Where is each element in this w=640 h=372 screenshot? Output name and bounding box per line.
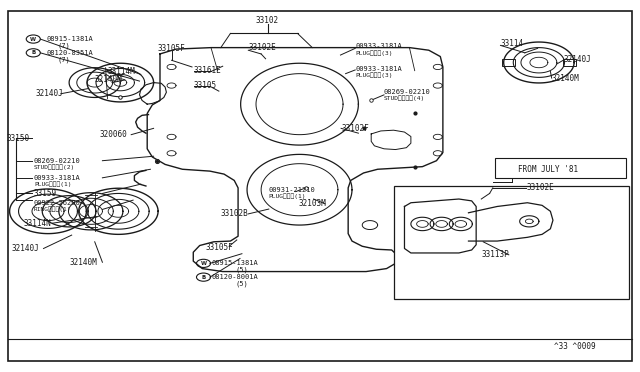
Text: (7): (7) xyxy=(58,56,70,63)
Text: 33159: 33159 xyxy=(34,189,57,198)
Text: 33161E: 33161E xyxy=(194,66,221,75)
Text: 33102: 33102 xyxy=(256,16,279,25)
Text: 32140J: 32140J xyxy=(12,244,39,253)
Bar xyxy=(394,186,629,299)
Text: 33102E: 33102E xyxy=(248,43,276,52)
Text: 33114: 33114 xyxy=(500,39,524,48)
Text: W: W xyxy=(30,36,36,42)
Text: STUDスタッド(4): STUDスタッド(4) xyxy=(384,96,425,102)
Text: PLUGプラグ(1): PLUGプラグ(1) xyxy=(34,182,72,187)
Text: 00933-3181A: 00933-3181A xyxy=(355,66,402,72)
Text: 00933-3181A: 00933-3181A xyxy=(355,44,402,49)
Text: 33114M: 33114M xyxy=(108,67,135,76)
Text: 320060: 320060 xyxy=(99,130,127,139)
Text: 08269-02210: 08269-02210 xyxy=(384,89,431,95)
Text: 08915-1381A: 08915-1381A xyxy=(211,260,258,266)
Text: ^33 ^0009: ^33 ^0009 xyxy=(554,342,595,351)
Text: (5): (5) xyxy=(236,280,248,287)
Text: 33114N: 33114N xyxy=(24,219,51,228)
Text: W: W xyxy=(200,261,207,266)
Text: 32140M: 32140M xyxy=(69,258,97,267)
Text: 33102B: 33102B xyxy=(221,209,248,218)
Text: 32103M: 32103M xyxy=(299,199,326,208)
Text: 33150: 33150 xyxy=(6,134,29,143)
Text: B: B xyxy=(31,50,35,55)
Text: 00931-21210: 00931-21210 xyxy=(269,187,316,193)
Text: 08269-02210: 08269-02210 xyxy=(34,158,81,164)
Text: 32140M: 32140M xyxy=(95,76,122,84)
Text: STUDスタッド(2): STUDスタッド(2) xyxy=(34,164,75,170)
Text: 08915-1381A: 08915-1381A xyxy=(46,36,93,42)
Text: PLUGプラグ(3): PLUGプラグ(3) xyxy=(355,73,393,78)
Text: 33102E: 33102E xyxy=(526,183,554,192)
Text: PLUGプラグ(3): PLUGプラグ(3) xyxy=(355,50,393,56)
Text: (5): (5) xyxy=(236,267,248,273)
Text: 33105: 33105 xyxy=(194,81,217,90)
Text: B: B xyxy=(202,275,205,280)
Text: PLUGプラグ(1): PLUGプラグ(1) xyxy=(269,193,307,199)
Text: 00922-26200: 00922-26200 xyxy=(34,200,81,206)
Text: 32140J: 32140J xyxy=(563,55,591,64)
Bar xyxy=(563,59,576,66)
Text: 08120-8001A: 08120-8001A xyxy=(211,274,258,280)
Text: 33105F: 33105F xyxy=(205,243,233,252)
Text: RINGリング(1): RINGリング(1) xyxy=(34,206,72,212)
Text: 33113P: 33113P xyxy=(482,250,509,259)
Text: 32140J: 32140J xyxy=(35,89,63,98)
Text: 32140M: 32140M xyxy=(552,74,579,83)
Text: 00933-3181A: 00933-3181A xyxy=(34,175,81,181)
Text: (7): (7) xyxy=(58,42,70,49)
Bar xyxy=(495,158,626,178)
Text: 33102F: 33102F xyxy=(341,124,369,133)
Text: 08120-8351A: 08120-8351A xyxy=(46,50,93,56)
Bar xyxy=(502,59,515,66)
Text: FROM JULY '81: FROM JULY '81 xyxy=(518,165,579,174)
Text: 33105F: 33105F xyxy=(157,44,186,53)
